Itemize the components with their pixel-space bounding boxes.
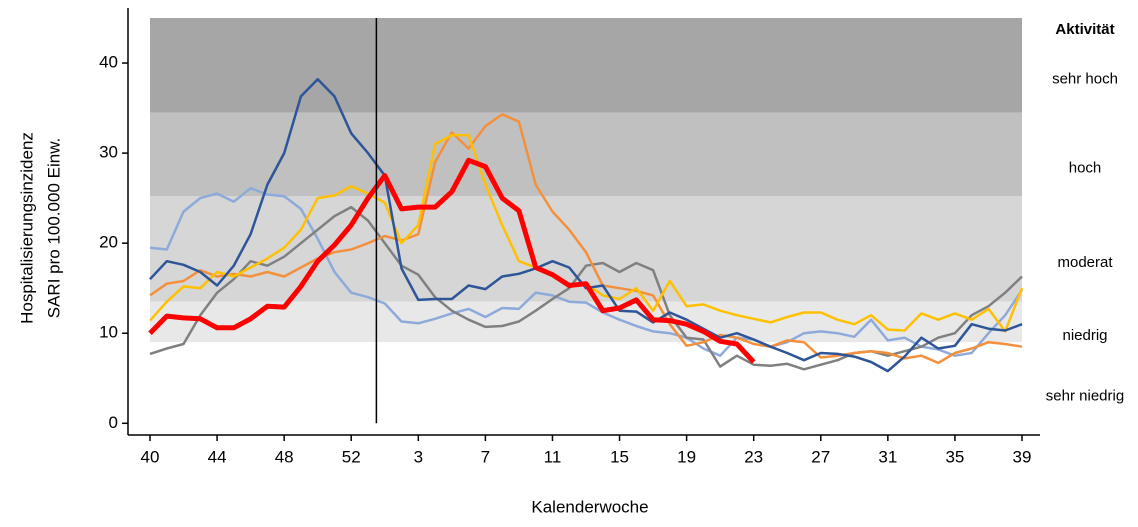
activity-band [150,18,1022,113]
lines [148,77,1024,373]
band-label: sehr niedrig [1046,388,1124,405]
series-line [149,186,1024,357]
y-tick-label: 40 [99,53,118,72]
x-tick-label: 52 [342,447,361,466]
x-tick-label: 7 [481,447,490,466]
band-label: moderat [1057,254,1113,271]
x-tick-label: 23 [744,447,763,466]
x-tick-label: 27 [811,447,830,466]
y-tick-label: 10 [99,323,118,342]
y-tick-label: 20 [99,233,118,252]
y-tick-label: 0 [109,413,118,432]
x-tick-label: 44 [208,447,227,466]
y-tick-label: 30 [99,143,118,162]
x-tick-label: 35 [945,447,964,466]
series-line [149,113,1023,365]
axes: 0 10 20 30 40 40 44 48 52 3 7 11 15 19 23 27 31 35 39 [99,8,1040,466]
x-tick-label: 11 [544,447,562,466]
activity-band [150,301,1022,343]
bands [150,18,1022,424]
x-tick-label: 40 [141,447,160,466]
x-axis-title: Kalenderwoche [531,497,648,516]
x-tick-label: 48 [275,447,294,466]
band-label: niedrig [1062,327,1107,344]
y-axis-title: Hospitalisierungsinzidenz [17,132,36,324]
activity-band [150,112,1022,197]
y-axis-title: SARI pro 100.000 Einw. [44,138,63,319]
x-tick-label: 3 [414,447,423,466]
x-tick-label: 31 [878,447,897,466]
x-tick-label: 15 [610,447,629,466]
series-line [148,157,756,364]
band-title: Aktivität [1055,21,1114,38]
x-tick-label: 39 [1013,447,1032,466]
x-tick-label: 19 [677,447,696,466]
band-label: sehr hoch [1052,70,1118,87]
band-label: hoch [1069,159,1102,176]
activity-band [150,342,1022,424]
